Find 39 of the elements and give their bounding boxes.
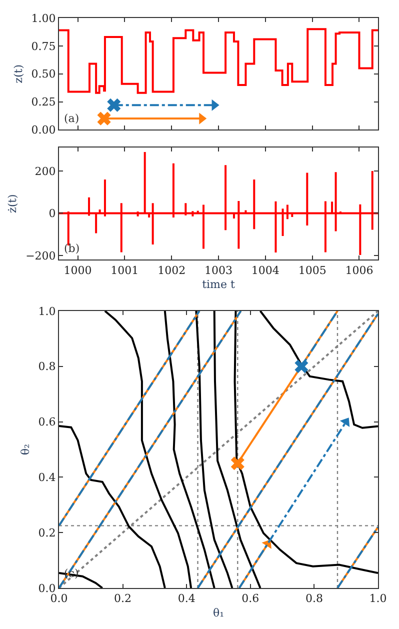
y-tick-label: 0.00: [31, 124, 56, 137]
y-tick-label: 0.0: [38, 582, 56, 595]
annotation: (a): [64, 112, 80, 125]
y-axis-title: z(t): [12, 64, 25, 84]
point: [294, 360, 308, 374]
x-tick-label: 0.8: [305, 592, 323, 606]
y-tick-label: 0.25: [31, 96, 56, 109]
y-tick-label: 1.0: [38, 304, 56, 318]
x-tick-label: 1001: [110, 264, 139, 277]
y-tick-label: 0.50: [31, 68, 56, 81]
line-series: [59, 151, 378, 256]
y-axis-title: ż(t): [6, 194, 20, 213]
x-axis-title: θ₁: [212, 606, 224, 620]
x-tick-label: 0.4: [178, 592, 196, 606]
x-tick-label: 1003: [204, 264, 232, 277]
x-tick-label: 1002: [158, 264, 186, 277]
point: [230, 456, 244, 470]
y-tick-label: 1.00: [31, 12, 56, 25]
y-tick-label: 200: [34, 164, 56, 178]
x-tick-label: 1000: [64, 264, 92, 277]
x-tick-label: 1004: [251, 264, 280, 277]
x-tick-label: 1006: [345, 264, 374, 277]
annotation: (b): [64, 242, 80, 255]
point: [340, 418, 350, 428]
x-axis-title: time t: [202, 278, 236, 292]
y-axis-title: θ₂: [18, 444, 32, 456]
y-tick-label: 0.6: [38, 416, 56, 429]
y-tick-label: 0.75: [31, 40, 56, 53]
x-tick-label: 0.0: [50, 592, 68, 606]
y-tick-label: 0.2: [38, 526, 56, 540]
y-tick-label: 0.4: [38, 471, 56, 484]
annotation: (c): [64, 567, 79, 580]
y-tick-label: −200: [26, 249, 56, 262]
y-tick-label: 0.8: [38, 360, 56, 374]
x-tick-label: 1.0: [369, 592, 387, 606]
x-tick-label: 1005: [298, 264, 326, 277]
y-tick-label: 0: [48, 207, 56, 220]
x-tick-label: 0.2: [114, 592, 132, 606]
x-tick-label: 0.6: [242, 592, 260, 606]
